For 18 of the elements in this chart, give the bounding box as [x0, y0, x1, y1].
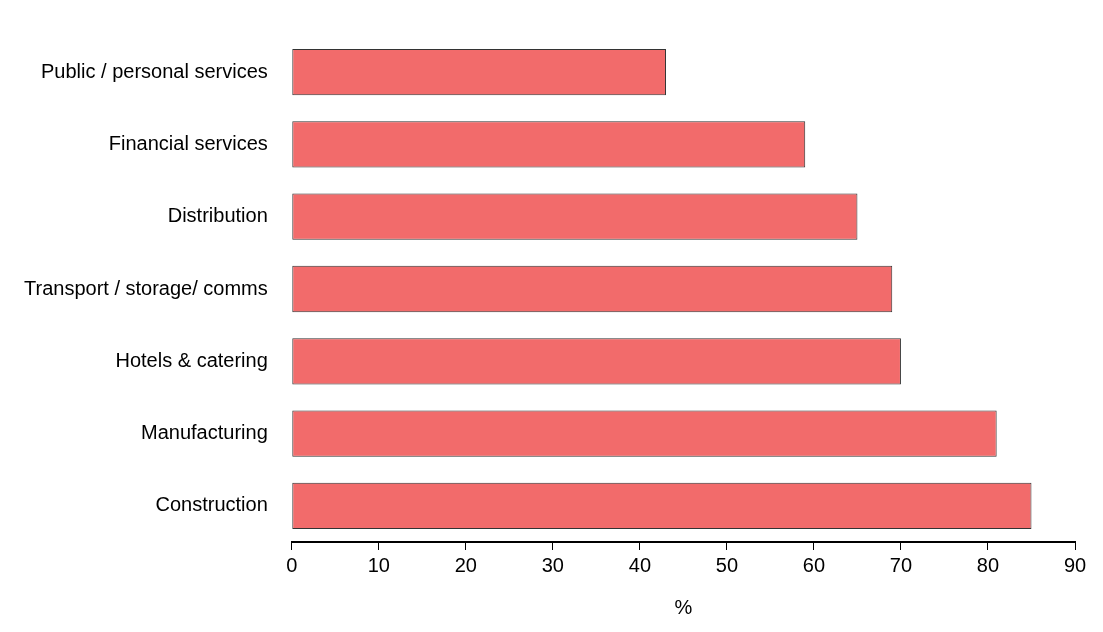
x-tick-label: 40	[628, 553, 651, 576]
y-tick-label: Manufacturing	[141, 421, 268, 444]
x-tick-label: 80	[976, 553, 1000, 576]
y-tick-label: Distribution	[167, 204, 268, 227]
y-tick-label: Transport / storage/ comms	[24, 276, 268, 299]
x-tick-label: 50	[715, 553, 739, 576]
y-tick-label: Construction	[155, 493, 268, 516]
x-tick-label: 70	[889, 553, 913, 576]
x-tick-label: 30	[541, 553, 564, 576]
x-tick-label: 20	[454, 553, 477, 576]
x-tick-label: 90	[1063, 553, 1087, 576]
x-tick-label: 10	[367, 553, 390, 576]
x-axis-title: %	[674, 595, 693, 618]
x-tick-label: 60	[802, 553, 826, 576]
y-tick-label: Financial services	[108, 131, 268, 154]
y-tick-label: Public / personal services	[41, 59, 268, 82]
y-tick-label: Hotels & catering	[115, 348, 268, 371]
x-tick-label: 0	[286, 553, 298, 576]
